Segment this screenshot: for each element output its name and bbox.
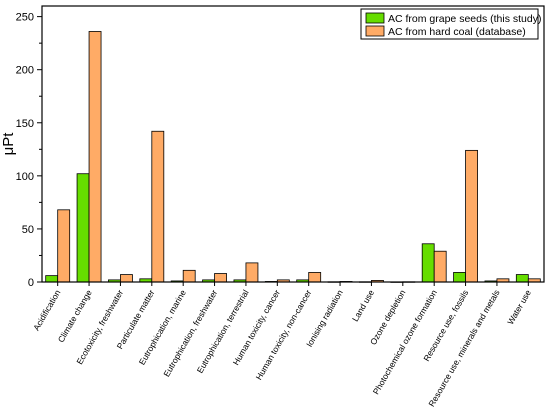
legend-swatch-0 (365, 12, 385, 24)
bar-hard-coal-3 (151, 130, 165, 283)
legend-label-0: AC from grape seeds (this study) (388, 13, 541, 25)
bar-hard-coal-2 (120, 274, 133, 283)
axes-frame (41, 5, 545, 283)
bar-hard-coal-13 (465, 149, 478, 283)
bar-hard-coal-1 (88, 31, 102, 283)
y-tick-label-200: 200 (16, 65, 34, 77)
y-tick-label-250: 250 (16, 12, 34, 24)
y-tick-label-150: 150 (16, 118, 34, 130)
bar-hard-coal-0 (57, 209, 71, 283)
bar-hard-coal-5 (214, 273, 227, 283)
bar-hard-coal-4 (182, 269, 196, 283)
y-tick-label-0: 0 (28, 277, 34, 289)
bar-grape-seeds-12 (421, 243, 435, 283)
bar-grape-seeds-15 (515, 274, 529, 283)
bar-hard-coal-8 (308, 272, 322, 283)
legend-box (360, 8, 539, 40)
y-tick-label-50: 50 (22, 224, 34, 236)
legend-label-1: AC from hard coal (database) (388, 26, 526, 38)
y-axis-label: μPt (0, 132, 17, 156)
bar-grape-seeds-1 (76, 173, 90, 283)
plot-frame (41, 5, 545, 283)
legend-swatch-1 (365, 25, 385, 37)
y-axis: 0 50 100 150 200 250 μPt (0, 12, 42, 289)
bar-hard-coal-6 (245, 262, 259, 283)
bar-hard-coal-12 (433, 250, 447, 283)
bar-grape-seeds-13 (453, 272, 466, 283)
legend: AC from grape seeds (this study)AC from … (360, 8, 541, 40)
y-tick-label-100: 100 (16, 171, 34, 183)
bar-grape-seeds-0 (45, 275, 59, 283)
